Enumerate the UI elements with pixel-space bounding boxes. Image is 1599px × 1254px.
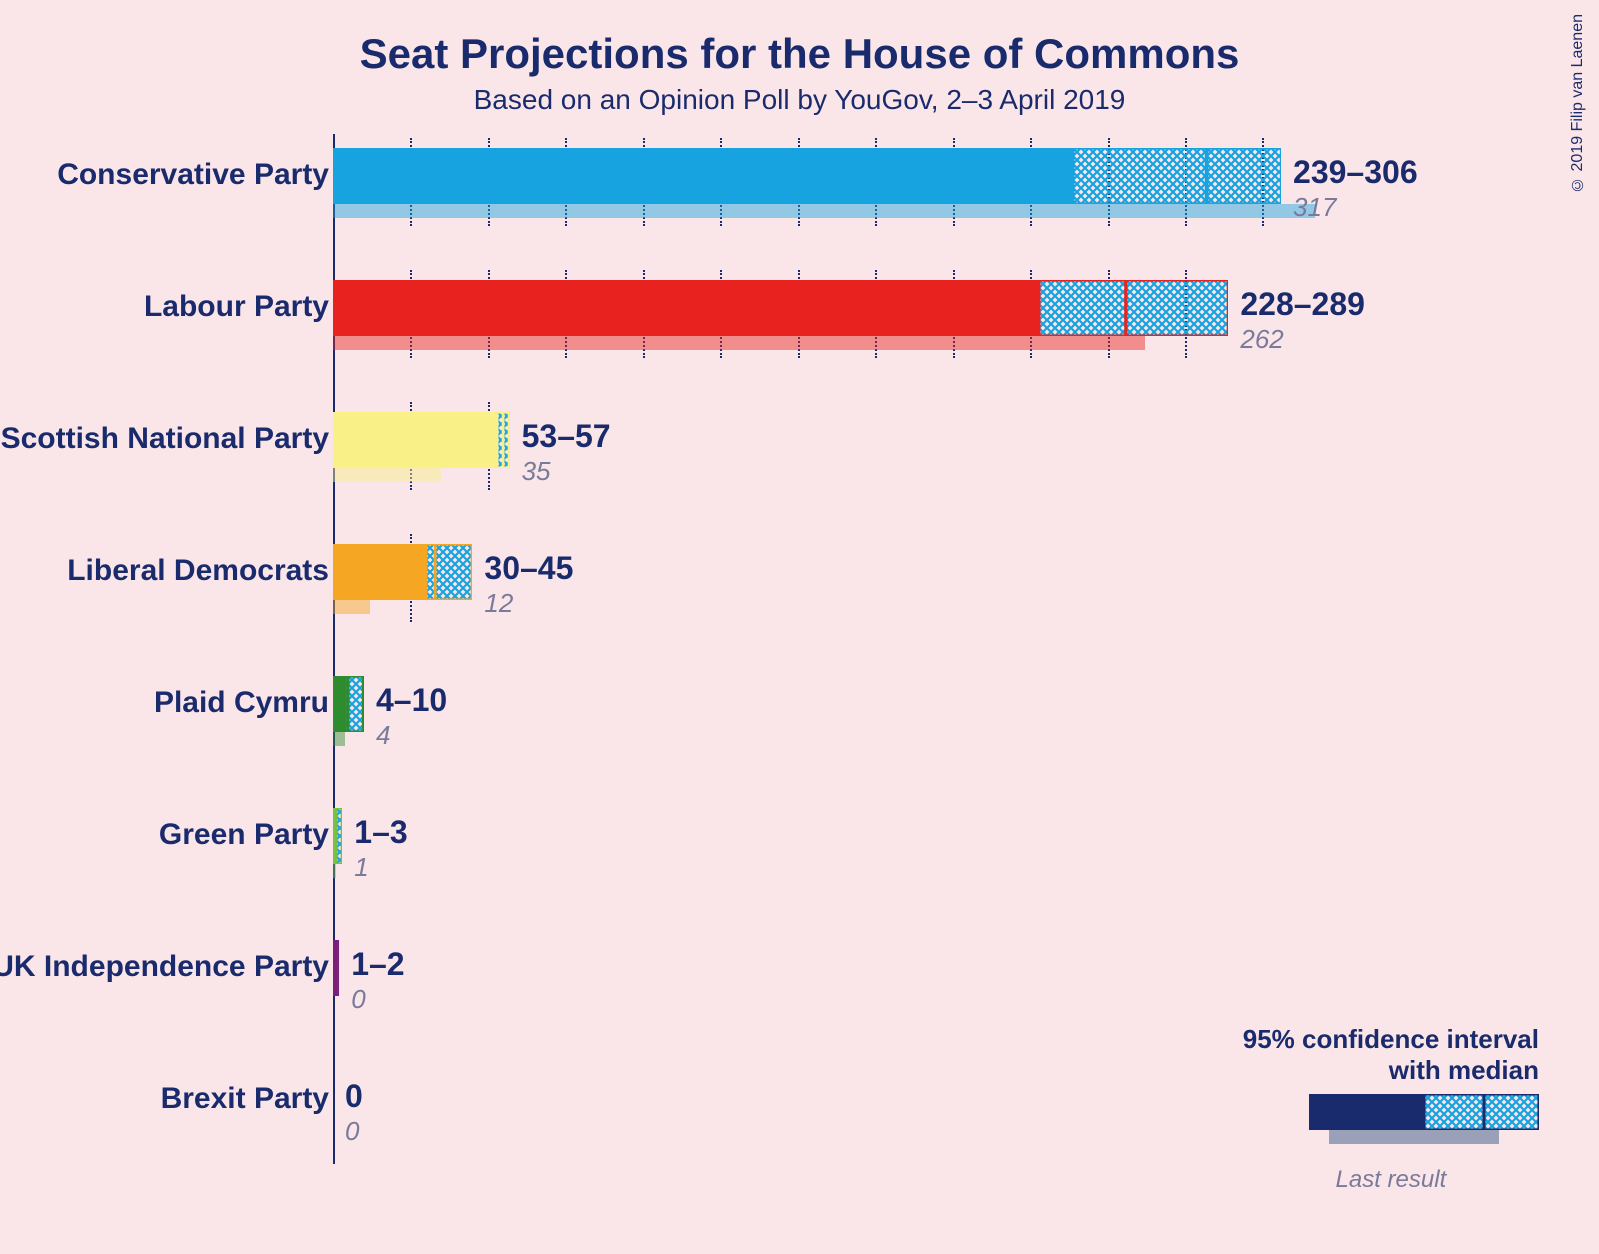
bar-ci-upper xyxy=(348,676,363,732)
legend: 95% confidence interval with median Last… xyxy=(1243,1024,1539,1194)
bar-ci-lower xyxy=(1039,280,1126,336)
bar-ci-lower xyxy=(1073,148,1206,204)
party-label: Green Party xyxy=(159,818,329,852)
last-value: 12 xyxy=(484,588,513,619)
last-value: 0 xyxy=(345,1116,359,1147)
last-result-bar xyxy=(333,336,1145,350)
range-value: 228–289 xyxy=(1240,286,1365,323)
last-result-bar xyxy=(333,468,441,482)
last-result-bar xyxy=(333,600,370,614)
last-result-bar xyxy=(333,732,345,746)
party-label: Conservative Party xyxy=(57,158,329,192)
bar-solid xyxy=(333,412,497,468)
bar-solid xyxy=(333,148,1073,204)
range-value: 30–45 xyxy=(484,550,573,587)
range-value: 239–306 xyxy=(1293,154,1418,191)
party-label: Brexit Party xyxy=(161,1082,329,1116)
last-result-bar xyxy=(333,204,1315,218)
last-value: 262 xyxy=(1240,324,1283,355)
party-label: Plaid Cymru xyxy=(154,686,329,720)
bar-ci-upper xyxy=(503,412,509,468)
last-value: 4 xyxy=(376,720,390,751)
bar-ci-upper xyxy=(1207,148,1281,204)
last-result-bar xyxy=(333,864,336,878)
last-value: 35 xyxy=(522,456,551,487)
range-value: 53–57 xyxy=(522,418,611,455)
last-value: 1 xyxy=(354,852,368,883)
range-value: 0 xyxy=(345,1078,363,1115)
party-label: Liberal Democrats xyxy=(67,554,329,588)
party-label: Labour Party xyxy=(144,290,329,324)
bar-ci-lower xyxy=(426,544,435,600)
last-value: 0 xyxy=(351,984,365,1015)
range-value: 1–3 xyxy=(354,814,407,851)
range-value: 4–10 xyxy=(376,682,447,719)
bar-solid xyxy=(333,676,345,732)
last-value: 317 xyxy=(1293,192,1336,223)
range-value: 1–2 xyxy=(351,946,404,983)
legend-line-2: with median xyxy=(1243,1055,1539,1086)
bar-solid xyxy=(333,544,426,600)
legend-last-label: Last result xyxy=(1243,1166,1539,1194)
legend-line-1: 95% confidence interval xyxy=(1243,1024,1539,1055)
bar-ci-upper xyxy=(1126,280,1228,336)
bar-solid xyxy=(333,280,1039,336)
chart-subtitle: Based on an Opinion Poll by YouGov, 2–3 … xyxy=(0,84,1599,116)
chart-title: Seat Projections for the House of Common… xyxy=(0,0,1599,78)
legend-swatch xyxy=(1309,1094,1539,1164)
party-label: Scottish National Party xyxy=(1,422,329,456)
bar-ci-upper xyxy=(336,940,339,996)
bar-ci-upper xyxy=(435,544,472,600)
bar-ci-upper xyxy=(336,808,342,864)
party-label: UK Independence Party xyxy=(0,950,329,984)
